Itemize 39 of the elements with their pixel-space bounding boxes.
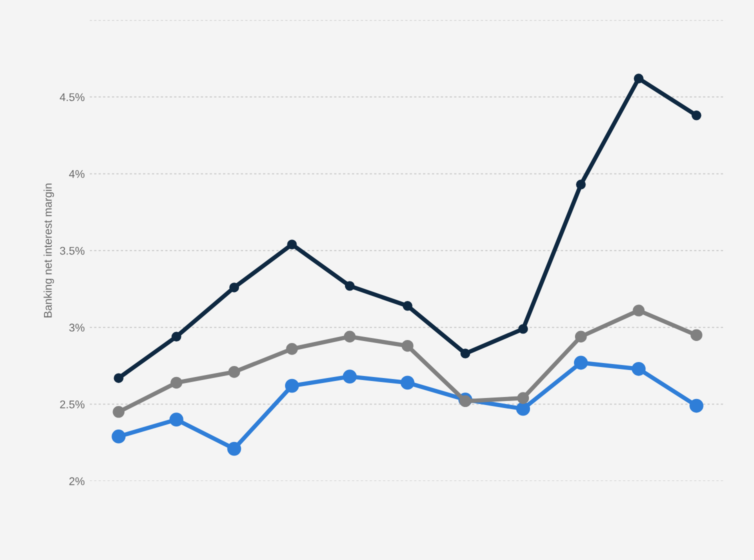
y-tick-label: 3.5% [60, 246, 84, 255]
point [286, 343, 298, 355]
point [342, 370, 357, 384]
point [632, 362, 646, 376]
point [169, 412, 184, 427]
point [400, 376, 414, 390]
point [287, 240, 297, 250]
point [690, 329, 702, 341]
point [459, 395, 472, 408]
y-tick-label: 3% [69, 324, 84, 332]
point [229, 282, 240, 292]
point [112, 406, 125, 418]
point [170, 376, 182, 389]
point [460, 348, 470, 358]
point [285, 378, 299, 393]
point [632, 304, 645, 316]
point [228, 366, 240, 378]
point [692, 110, 702, 120]
point [227, 442, 242, 456]
point [574, 356, 588, 370]
point [516, 402, 530, 416]
point [344, 330, 356, 343]
point [172, 332, 182, 342]
point [574, 330, 587, 343]
point [402, 340, 414, 352]
point [344, 281, 355, 291]
y-tick-label: 2% [69, 477, 84, 486]
point [634, 74, 644, 84]
point [402, 301, 412, 311]
point [690, 398, 704, 413]
point [518, 324, 528, 334]
point [112, 430, 126, 444]
y-axis-title: Banking net interest margin [44, 184, 54, 318]
y-tick-label: 4.5% [60, 93, 84, 102]
y-tick-label: 2.5% [60, 400, 84, 408]
point [576, 180, 586, 190]
point [114, 373, 124, 383]
point [517, 392, 530, 404]
y-tick-label: 4% [69, 170, 84, 178]
